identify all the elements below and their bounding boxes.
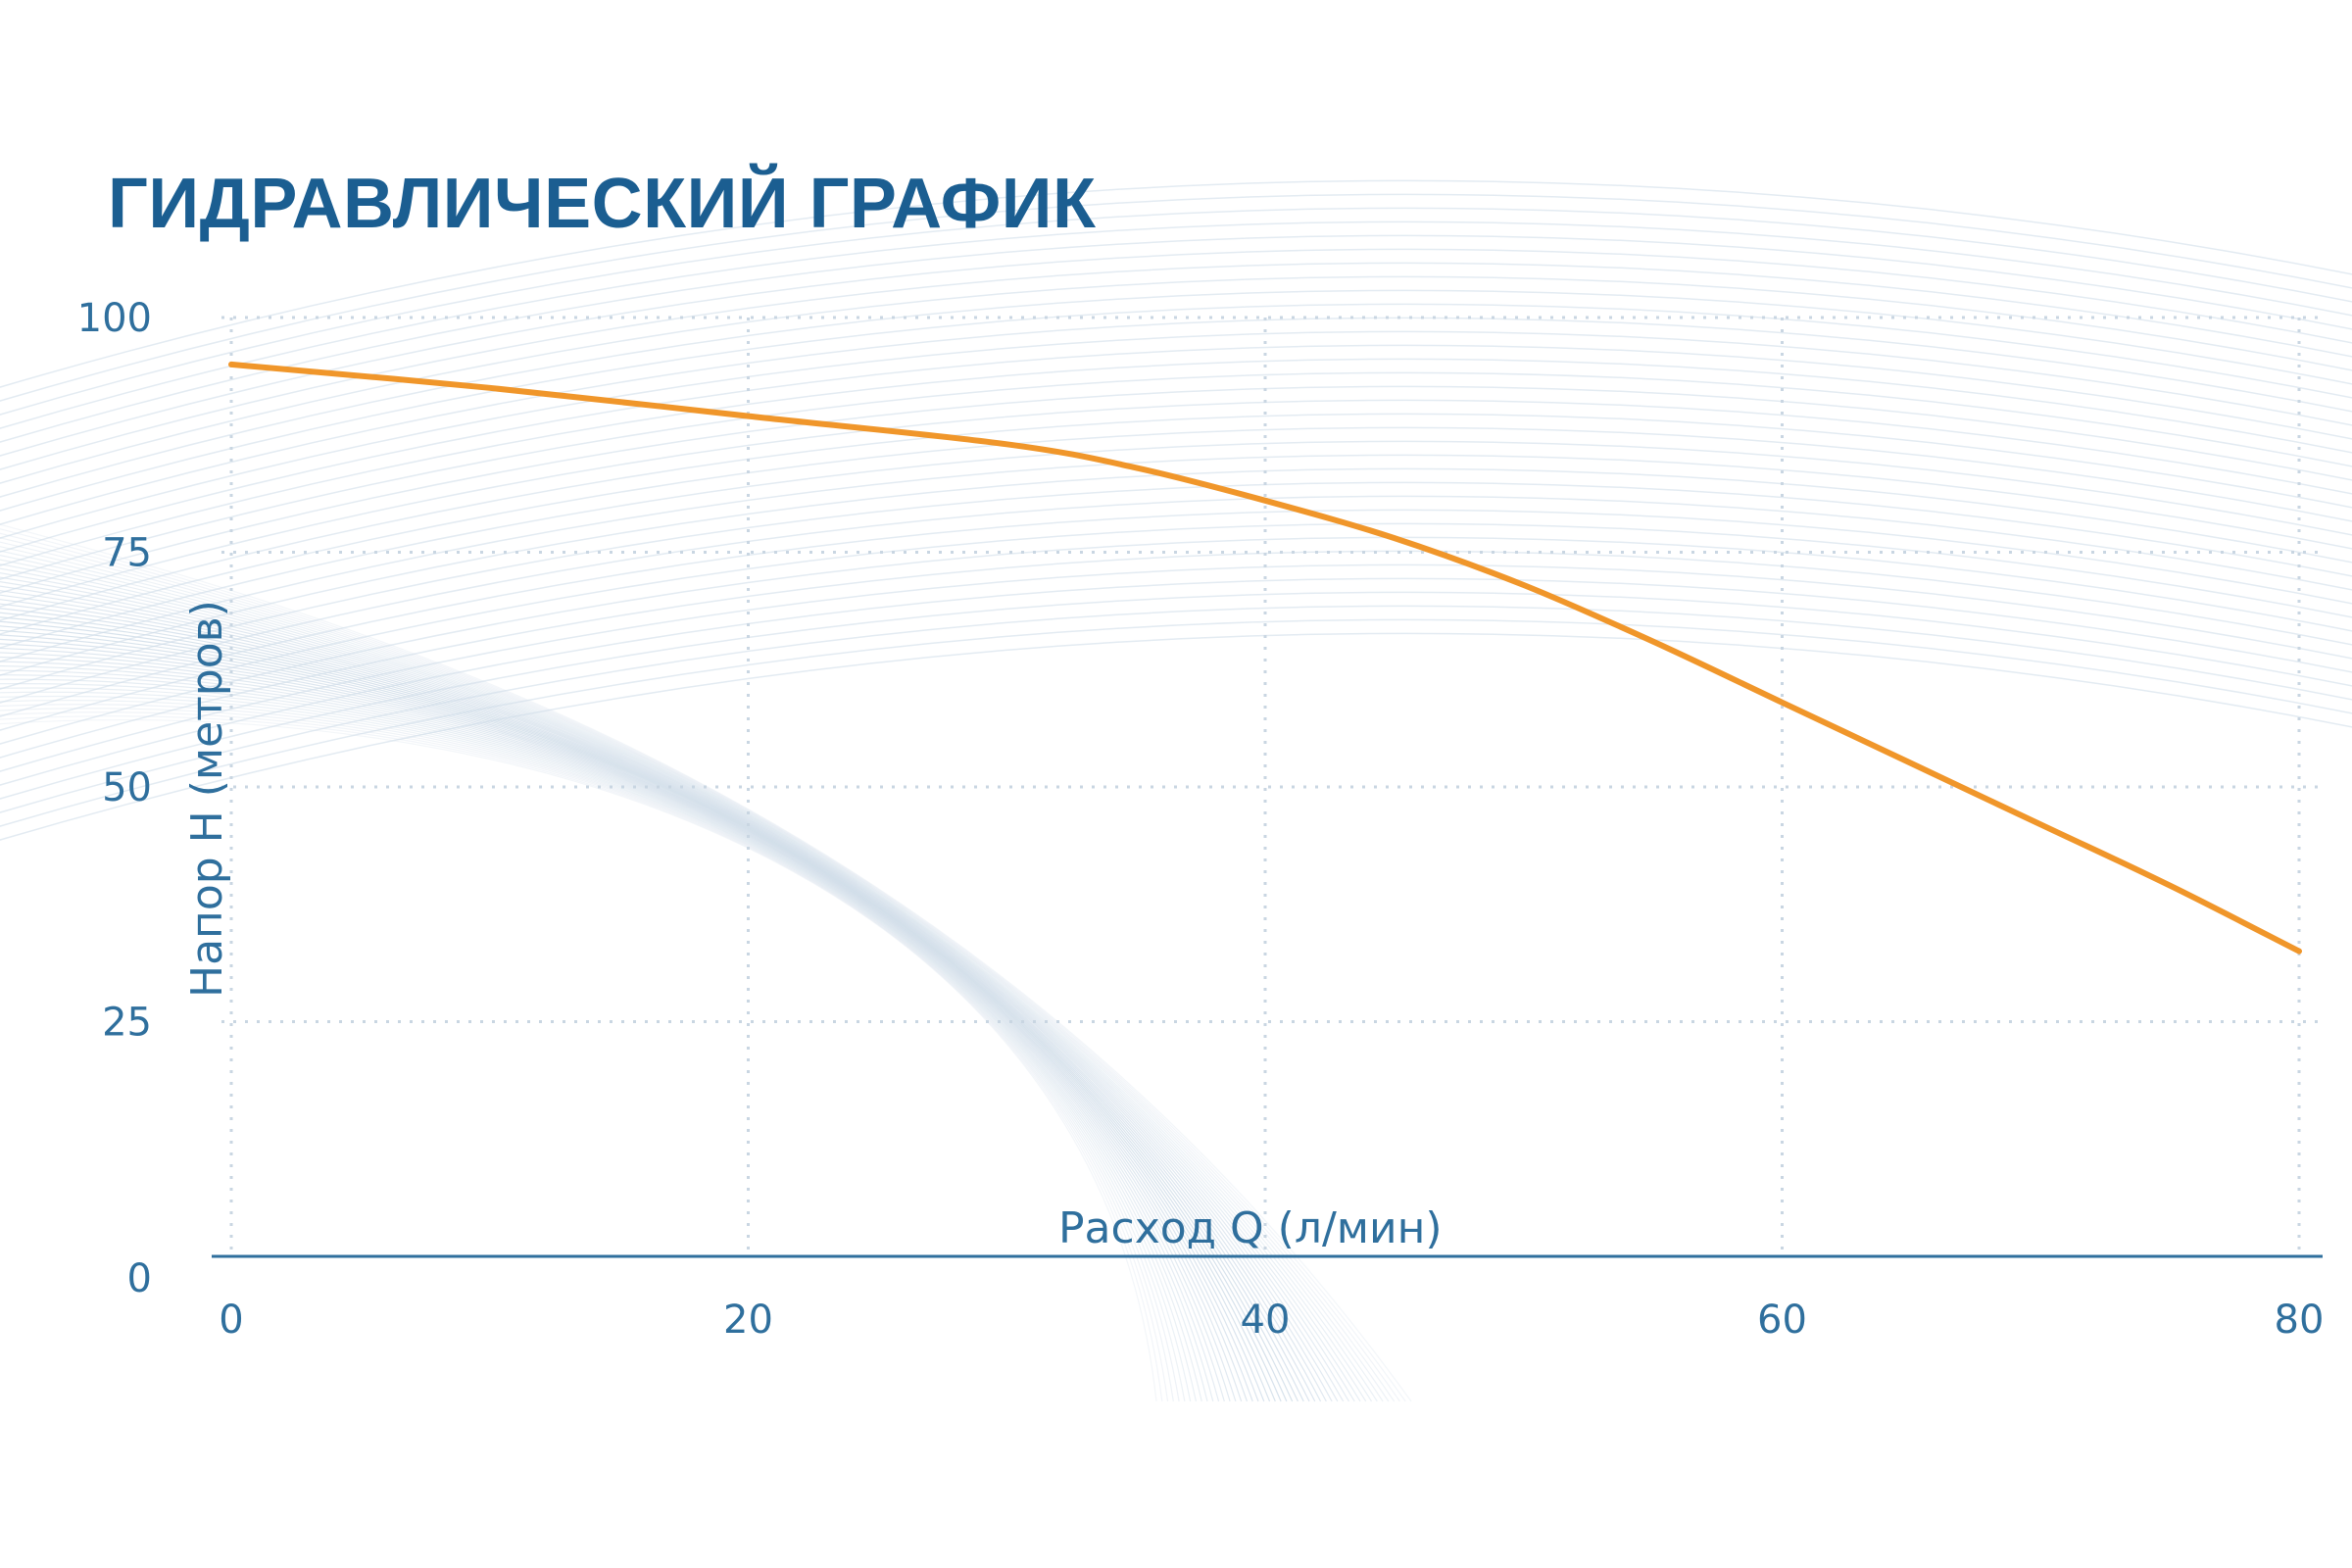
background-band-line [0, 567, 1355, 1402]
background-swirl-line [0, 262, 2352, 470]
background-swirl-line [0, 495, 2352, 704]
background-band-line [0, 719, 1157, 1402]
background-swirl-line [0, 289, 2352, 498]
x-tick-label: 40 [1241, 1298, 1291, 1343]
background-swirl-line [0, 536, 2352, 745]
background-band-line [0, 669, 1225, 1402]
y-tick-label: 0 [127, 1256, 152, 1301]
background-swirl-line [0, 605, 2352, 813]
background-swirl-line [0, 509, 2352, 717]
background-swirl-line [0, 179, 2352, 388]
background-band-line [0, 612, 1298, 1402]
background-swirl-line [0, 413, 2352, 621]
background-swirl-line [0, 358, 2352, 566]
background-band-line [0, 683, 1208, 1402]
background-band-line [0, 708, 1174, 1402]
background-band-line [0, 608, 1304, 1402]
background-swirl-line [0, 317, 2352, 525]
background-band-line [0, 572, 1349, 1402]
x-tick-label: 80 [2275, 1298, 2325, 1343]
series-line-head-curve [228, 361, 2302, 955]
background-band-line [0, 647, 1253, 1402]
background-swirl-line [0, 522, 2352, 731]
background-band-line [0, 652, 1249, 1402]
background-band-line [0, 656, 1243, 1402]
background-band-line [0, 528, 1406, 1402]
background-band-line [0, 594, 1322, 1402]
background-band-line [0, 585, 1333, 1402]
background-band-line [0, 523, 1412, 1402]
y-tick-label: 25 [102, 1001, 152, 1046]
x-axis-title: Расход Q (л/мин) [1058, 1203, 1443, 1253]
background-band-line [0, 700, 1186, 1402]
background-band-line [0, 704, 1180, 1402]
y-tick-label: 50 [102, 765, 152, 810]
background-swirl-line [0, 440, 2352, 649]
background-swirl-line [0, 564, 2352, 772]
background-swirl-line [0, 344, 2352, 553]
x-tick-label: 20 [723, 1298, 773, 1343]
background-band-line [0, 581, 1339, 1402]
background-swirl-line [0, 193, 2352, 402]
background-band-line [0, 532, 1400, 1402]
background-swirl-line [0, 399, 2352, 608]
background-band-line [0, 661, 1237, 1402]
background-band-line [0, 576, 1345, 1402]
x-tick-label: 0 [219, 1298, 243, 1343]
background-band-line [0, 546, 1384, 1402]
background-band-line [0, 616, 1294, 1402]
background-band-line [0, 711, 1169, 1402]
background-swirl-line [0, 330, 2352, 539]
background-swirl-line [0, 618, 2352, 827]
background-band-line [0, 695, 1192, 1402]
y-tick-label: 75 [102, 531, 152, 576]
background-band-line [0, 559, 1367, 1402]
background-band-line [0, 629, 1276, 1402]
series-group [228, 361, 2302, 955]
background-band-line [0, 625, 1282, 1402]
background-band-line [0, 537, 1396, 1402]
background-swirl-line [0, 220, 2352, 429]
background-band-line [0, 674, 1220, 1402]
background-swirl-line [0, 481, 2352, 690]
background-band-line [0, 564, 1361, 1402]
background-band-line [0, 555, 1373, 1402]
background-swirl-line [0, 303, 2352, 512]
grid-lines [221, 316, 2319, 1256]
background-band-line [0, 638, 1265, 1402]
background-band-line [0, 678, 1214, 1402]
y-axis-title: Напор H (метров) [182, 600, 232, 998]
background-swirl-line [0, 275, 2352, 484]
background-swirl-line [0, 632, 2352, 841]
background-swirl-line [0, 385, 2352, 594]
background-band-line [0, 599, 1316, 1402]
background-band-line [0, 541, 1390, 1402]
background-band-line [0, 620, 1288, 1402]
background-swirl-line [0, 234, 2352, 443]
background-band-line [0, 550, 1378, 1402]
background-band-line [0, 643, 1259, 1402]
background-swirl-line [0, 426, 2352, 635]
background-band-line [0, 590, 1327, 1402]
background-swirl-line [0, 454, 2352, 662]
background-swirl-line [0, 371, 2352, 580]
y-tick-label: 100 [77, 296, 152, 341]
background-band-line [0, 634, 1271, 1402]
background-band-line [0, 691, 1198, 1402]
background-swirl-line [0, 207, 2352, 416]
background-band-line [0, 687, 1202, 1402]
x-tick-label: 60 [1757, 1298, 1807, 1343]
y-axis-ticks: 0 25 50 75 100 [77, 296, 152, 1301]
background-band-line [0, 665, 1231, 1402]
background-swirl-line [0, 591, 2352, 800]
x-axis-ticks: 0 20 40 60 80 [219, 1298, 2324, 1343]
chart-title: ГИДРАВЛИЧЕСКИЙ ГРАФИК [108, 163, 1097, 243]
background-band-line [0, 715, 1163, 1402]
background-band-line [0, 603, 1310, 1402]
